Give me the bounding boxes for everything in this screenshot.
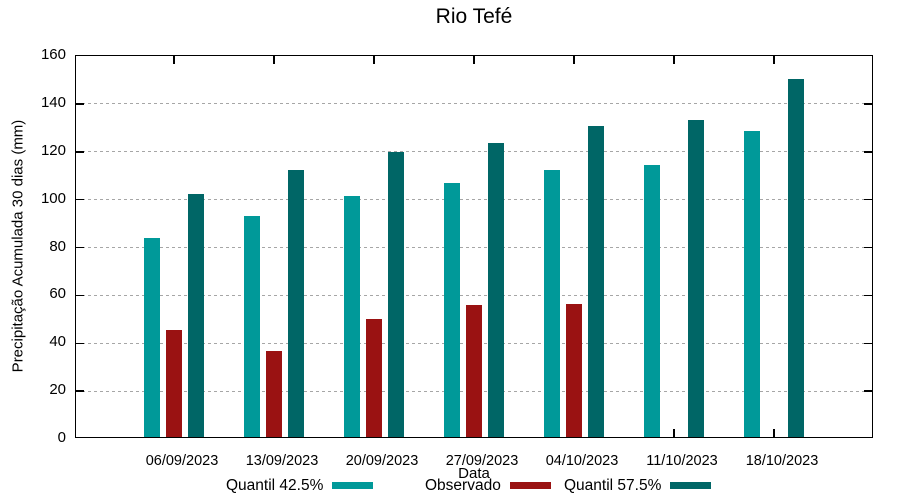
bar-quantil-42.5- <box>144 238 160 437</box>
legend-swatch <box>509 482 551 489</box>
y-tick-label: 160 <box>40 46 66 63</box>
y-tick-mark <box>864 342 872 344</box>
x-tick-label: 13/09/2023 <box>245 453 319 469</box>
legend-label: Quantil 57.5% <box>564 476 662 494</box>
bar-observado <box>366 318 382 437</box>
y-tick-mark <box>864 103 872 105</box>
y-tick-mark <box>76 103 84 105</box>
gridline-y80 <box>76 247 872 248</box>
bar-observado <box>566 304 582 437</box>
x-tick-mark <box>673 56 675 64</box>
bar-quantil-57.5- <box>688 119 704 437</box>
y-tick-label: 120 <box>40 141 66 159</box>
y-tick-label: 140 <box>40 93 66 111</box>
y-tick-mark <box>76 246 84 249</box>
y-tick-label: 100 <box>40 189 66 207</box>
bar-quantil-42.5- <box>444 183 460 437</box>
bar-quantil-57.5- <box>188 194 204 437</box>
x-axis-title: Data <box>458 465 490 482</box>
x-tick-label: 18/10/2023 <box>745 453 819 469</box>
legend-item: Quantil 57.5% <box>564 476 712 494</box>
x-tick-label: 04/10/2023 <box>545 453 619 469</box>
bar-quantil-42.5- <box>344 196 360 437</box>
legend-item: Quantil 42.5% <box>226 476 374 494</box>
y-tick-label: 40 <box>49 333 66 351</box>
x-tick-label: 06/09/2023 <box>145 453 219 469</box>
y-tick-mark <box>76 342 84 344</box>
y-tick-mark <box>864 294 872 297</box>
gridline-y100 <box>76 199 872 201</box>
chart-title: Rio Tefé <box>435 5 513 28</box>
gridline-y140 <box>76 103 872 105</box>
y-tick-mark <box>76 198 84 201</box>
bar-quantil-57.5- <box>588 125 604 437</box>
x-tick-mark <box>273 56 275 64</box>
bar-observado <box>166 330 182 437</box>
bar-quantil-57.5- <box>488 142 504 437</box>
y-tick-mark <box>76 390 84 392</box>
x-tick-mark <box>573 56 575 64</box>
y-tick-label: 20 <box>49 381 66 399</box>
y-tick-label: 60 <box>49 285 66 303</box>
bar-quantil-42.5- <box>244 215 260 437</box>
bar-observado <box>466 305 482 437</box>
y-tick-mark <box>76 151 84 153</box>
gridline-y60 <box>76 294 872 296</box>
gridline-y120 <box>76 151 872 153</box>
x-tick-mark <box>373 56 375 64</box>
legend-swatch <box>332 482 374 489</box>
x-tick-mark <box>773 56 775 64</box>
x-tick-mark <box>773 429 775 437</box>
bar-quantil-57.5- <box>288 170 304 437</box>
y-tick-mark <box>864 246 872 249</box>
y-tick-mark <box>864 390 872 392</box>
y-tick-mark <box>76 294 84 297</box>
bar-quantil-42.5- <box>744 130 760 437</box>
x-tick-mark <box>673 429 675 437</box>
legend-label: Quantil 42.5% <box>226 476 324 494</box>
x-tick-label: 27/09/2023 <box>445 453 519 469</box>
bar-quantil-42.5- <box>644 165 660 437</box>
y-tick-label: 0 <box>57 429 66 446</box>
bar-quantil-42.5- <box>544 170 560 437</box>
y-tick-label: 80 <box>49 237 66 255</box>
x-tick-label: 11/10/2023 <box>646 453 718 469</box>
legend-swatch <box>670 482 712 489</box>
y-tick-mark <box>864 151 872 153</box>
x-tick-mark <box>473 56 475 64</box>
x-tick-label: 20/09/2023 <box>345 453 419 469</box>
y-tick-mark <box>864 198 872 201</box>
bar-quantil-57.5- <box>388 152 404 437</box>
plot-area <box>75 55 873 438</box>
x-tick-mark <box>173 56 175 64</box>
bar-quantil-57.5- <box>788 79 804 437</box>
bar-observado <box>266 350 282 437</box>
